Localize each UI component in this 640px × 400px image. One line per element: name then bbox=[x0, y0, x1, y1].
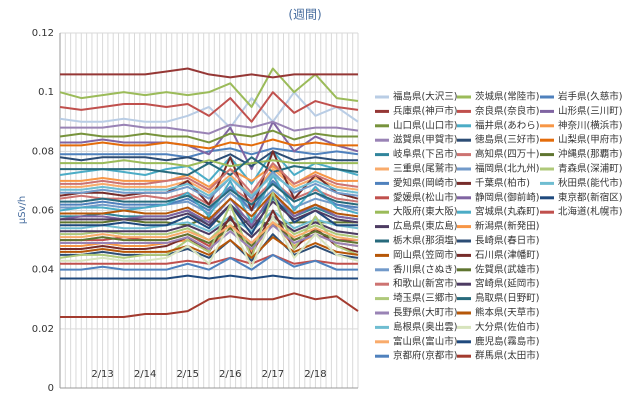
series-line bbox=[60, 182, 359, 209]
series-line bbox=[60, 209, 359, 233]
legend-label: 岡山県(笠岡市) bbox=[393, 249, 457, 261]
legend-label: 徳島県(三好市) bbox=[475, 134, 539, 146]
x-tick-label: 2/13 bbox=[91, 369, 113, 380]
x-tick-label: 2/14 bbox=[134, 369, 156, 380]
legend-label: 福島県(大沢三) bbox=[393, 91, 457, 103]
legend-label: 岐阜県(下呂市) bbox=[393, 148, 457, 160]
series-line bbox=[59, 91, 359, 123]
legend-label: 石川県(津幡町) bbox=[475, 249, 539, 261]
series-line bbox=[60, 224, 359, 250]
series-line bbox=[60, 253, 358, 271]
legend-label: 群馬県(太田市) bbox=[475, 350, 539, 362]
legend-label: 鳥取県(日野町) bbox=[475, 292, 539, 304]
series-line bbox=[60, 221, 359, 245]
legend-label: 沖縄県(那覇市) bbox=[558, 148, 622, 160]
series-line bbox=[60, 165, 358, 188]
series-line bbox=[60, 274, 358, 280]
legend-label: 福岡県(北九州) bbox=[475, 163, 539, 175]
legend-label: 宮城県(丸森町) bbox=[475, 206, 539, 218]
legend-label: 埼玉県(三郷市) bbox=[393, 292, 457, 304]
series-line bbox=[60, 171, 359, 200]
legend-label: 岩手県(久慈市) bbox=[558, 91, 622, 103]
series-line bbox=[60, 162, 359, 194]
series-line bbox=[60, 292, 359, 318]
series-line bbox=[60, 168, 359, 197]
legend-label: 奈良県(奈良市) bbox=[475, 105, 539, 117]
series-line bbox=[60, 191, 359, 221]
legend-label: 滋賀県(甲賀市) bbox=[393, 134, 457, 146]
legend-label: 新潟県(新発田) bbox=[475, 220, 539, 232]
legend-label: 栃木県(那須塩) bbox=[393, 235, 457, 247]
legend-label: 島根県(奥出雲) bbox=[393, 321, 457, 333]
y-tick-label: 0.12 bbox=[32, 28, 54, 39]
series-line bbox=[60, 159, 358, 168]
legend-label: 兵庫県(神戸市) bbox=[393, 105, 457, 117]
legend-label: 静岡県(御前崎) bbox=[475, 191, 539, 203]
y-tick-label: 0.1 bbox=[38, 87, 54, 98]
series-line bbox=[59, 67, 359, 108]
series-line bbox=[60, 224, 359, 247]
y-axis-label: μSv/h bbox=[17, 196, 28, 224]
legend-label: 北海道(札幌市) bbox=[558, 206, 622, 218]
legend-label: 熊本県(天草市) bbox=[475, 307, 539, 319]
legend-label: 千葉県(柏市) bbox=[475, 177, 530, 189]
series-line bbox=[60, 215, 359, 239]
legend-label: 大分県(佐伯市) bbox=[475, 321, 539, 333]
series-line bbox=[60, 156, 359, 176]
y-tick-label: 0.02 bbox=[32, 324, 54, 335]
series-line bbox=[60, 215, 359, 268]
series-line bbox=[59, 91, 359, 129]
legend-label: 鹿児島(霧島市) bbox=[475, 335, 539, 347]
legend-label: 山梨県(甲府市) bbox=[558, 134, 622, 146]
series-line bbox=[60, 67, 358, 79]
legend-label: 秋田県(能代市) bbox=[558, 177, 622, 189]
legend-label: 宮崎県(延岡市) bbox=[475, 278, 539, 290]
legend-label: 佐賀県(武雄市) bbox=[475, 263, 539, 275]
x-tick-label: 2/15 bbox=[176, 369, 198, 380]
legend-label: 愛媛県(松山市) bbox=[393, 191, 457, 203]
x-tick-label: 2/16 bbox=[219, 369, 241, 380]
legend-label: 茨城県(常陸市) bbox=[475, 91, 539, 103]
series-line bbox=[59, 129, 358, 144]
legend-label: 三重県(尾鷲市) bbox=[393, 163, 457, 175]
y-tick-label: 0 bbox=[48, 383, 54, 394]
legend-label: 山形県(三川町) bbox=[558, 105, 622, 117]
series-line bbox=[60, 236, 359, 259]
y-tick-label: 0.04 bbox=[32, 265, 54, 276]
legend-label: 香川県(さぬき) bbox=[393, 264, 457, 275]
legend-label: 山口県(山口市) bbox=[393, 119, 457, 131]
series-line bbox=[60, 120, 359, 135]
legend-label: 富山県(富山市) bbox=[393, 335, 457, 347]
legend-label: 広島県(東広島) bbox=[393, 220, 457, 232]
x-tick-label: 2/18 bbox=[304, 369, 326, 380]
legend-label: 東京都(新宿区) bbox=[558, 191, 622, 203]
series-line bbox=[60, 147, 359, 159]
series-line bbox=[60, 120, 359, 171]
legend-label: 長崎県(春日市) bbox=[475, 235, 539, 247]
legend-label: 京都府(京都市) bbox=[393, 350, 457, 362]
x-tick-label: 2/17 bbox=[262, 369, 284, 380]
legend-label: 愛知県(岡崎市) bbox=[393, 177, 457, 189]
series-line bbox=[59, 191, 359, 259]
legend-label: 大阪府(東大阪) bbox=[393, 206, 457, 218]
y-tick-label: 0.08 bbox=[32, 146, 54, 157]
legend-label: 神奈川(横浜市) bbox=[558, 119, 622, 131]
legend-label: 和歌山(新宮市) bbox=[393, 278, 457, 290]
y-tick-label: 0.06 bbox=[32, 206, 54, 217]
legend-label: 青森県(深浦町) bbox=[558, 163, 622, 175]
series-line bbox=[60, 200, 359, 230]
series-line bbox=[60, 188, 359, 215]
legend-label: 長野県(大町市) bbox=[393, 307, 457, 319]
chart-title: (週間) bbox=[288, 8, 321, 22]
legend-label: 福井県(あわら) bbox=[475, 119, 539, 131]
series-line bbox=[60, 174, 359, 197]
series-line bbox=[60, 138, 358, 150]
series-line bbox=[60, 233, 359, 262]
legend-label: 高知県(四万十) bbox=[475, 148, 539, 160]
